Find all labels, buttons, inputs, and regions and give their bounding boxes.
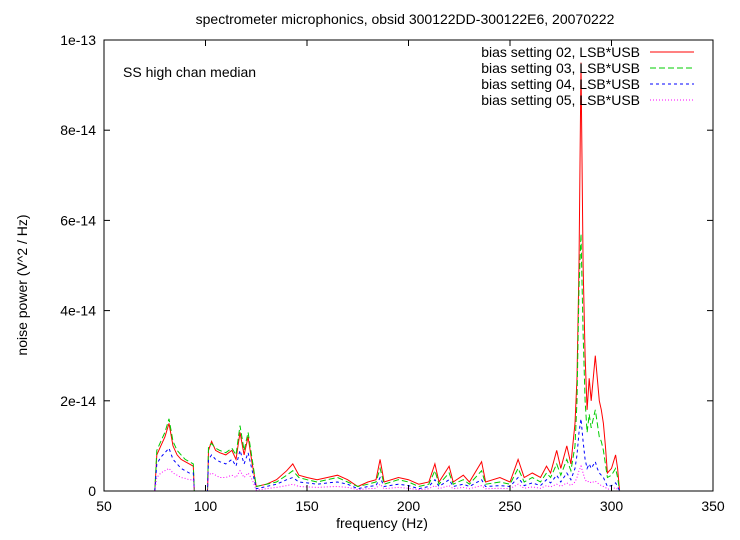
legend-label: bias setting 05, LSB*USB <box>481 92 640 108</box>
series-line-4 <box>154 464 620 492</box>
series-line-3 <box>154 418 621 492</box>
x-tick-label: 50 <box>96 498 112 514</box>
chart-title: spectrometer microphonics, obsid 300122D… <box>196 11 615 27</box>
chart-annotation: SS high chan median <box>123 64 256 80</box>
series-line-2 <box>154 233 621 492</box>
x-tick-label: 100 <box>194 498 218 514</box>
x-tick-label: 300 <box>600 498 624 514</box>
series-layer <box>154 62 621 492</box>
x-tick-label: 350 <box>701 498 725 514</box>
legend-label: bias setting 03, LSB*USB <box>481 60 640 76</box>
x-tick-label: 200 <box>397 498 421 514</box>
y-tick-label: 1e-13 <box>60 32 96 48</box>
y-tick-label: 6e-14 <box>60 212 96 228</box>
y-tick-label: 8e-14 <box>60 122 96 138</box>
y-tick-label: 4e-14 <box>60 303 96 319</box>
legend-label: bias setting 02, LSB*USB <box>481 44 640 60</box>
legend-label: bias setting 04, LSB*USB <box>481 76 640 92</box>
y-axis-label: noise power (V^2 / Hz) <box>14 214 30 355</box>
x-tick-label: 250 <box>498 498 522 514</box>
axes-layer: 50 100 150 200 250 300 350 0 2e-14 4e-14 6e-14 8e-1… <box>60 32 725 514</box>
y-tick-label: 2e-14 <box>60 393 96 409</box>
x-tick-label: 150 <box>295 498 319 514</box>
x-axis-label: frequency (Hz) <box>336 515 428 531</box>
y-tick-label: 0 <box>88 483 96 499</box>
series-line-1 <box>154 62 621 492</box>
